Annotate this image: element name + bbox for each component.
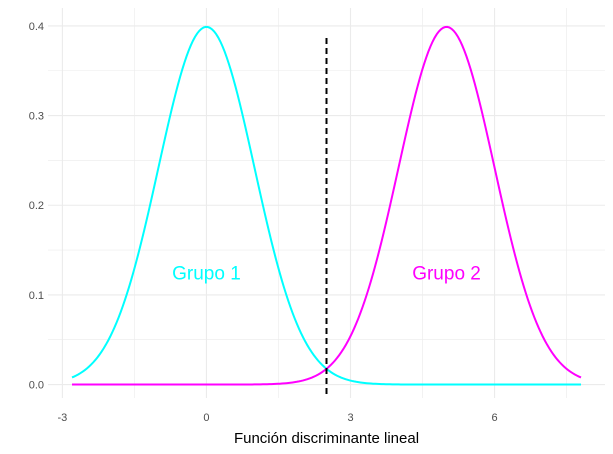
x-axis-title: Función discriminante lineal [234, 430, 419, 447]
y-tick-label: 0.1 [29, 290, 44, 302]
series-label-grupo-1: Grupo 1 [172, 263, 241, 284]
x-tick-label: -3 [58, 412, 68, 424]
x-tick-label: 6 [491, 412, 497, 424]
x-tick-label: 3 [347, 412, 353, 424]
x-tick-label: 0 [203, 412, 209, 424]
y-tick-label: 0.4 [29, 21, 44, 33]
series-label-grupo-2: Grupo 2 [412, 263, 481, 284]
y-tick-label: 0.2 [29, 200, 44, 212]
y-tick-label: 0.3 [29, 111, 44, 123]
y-tick-label: 0.0 [29, 380, 44, 392]
